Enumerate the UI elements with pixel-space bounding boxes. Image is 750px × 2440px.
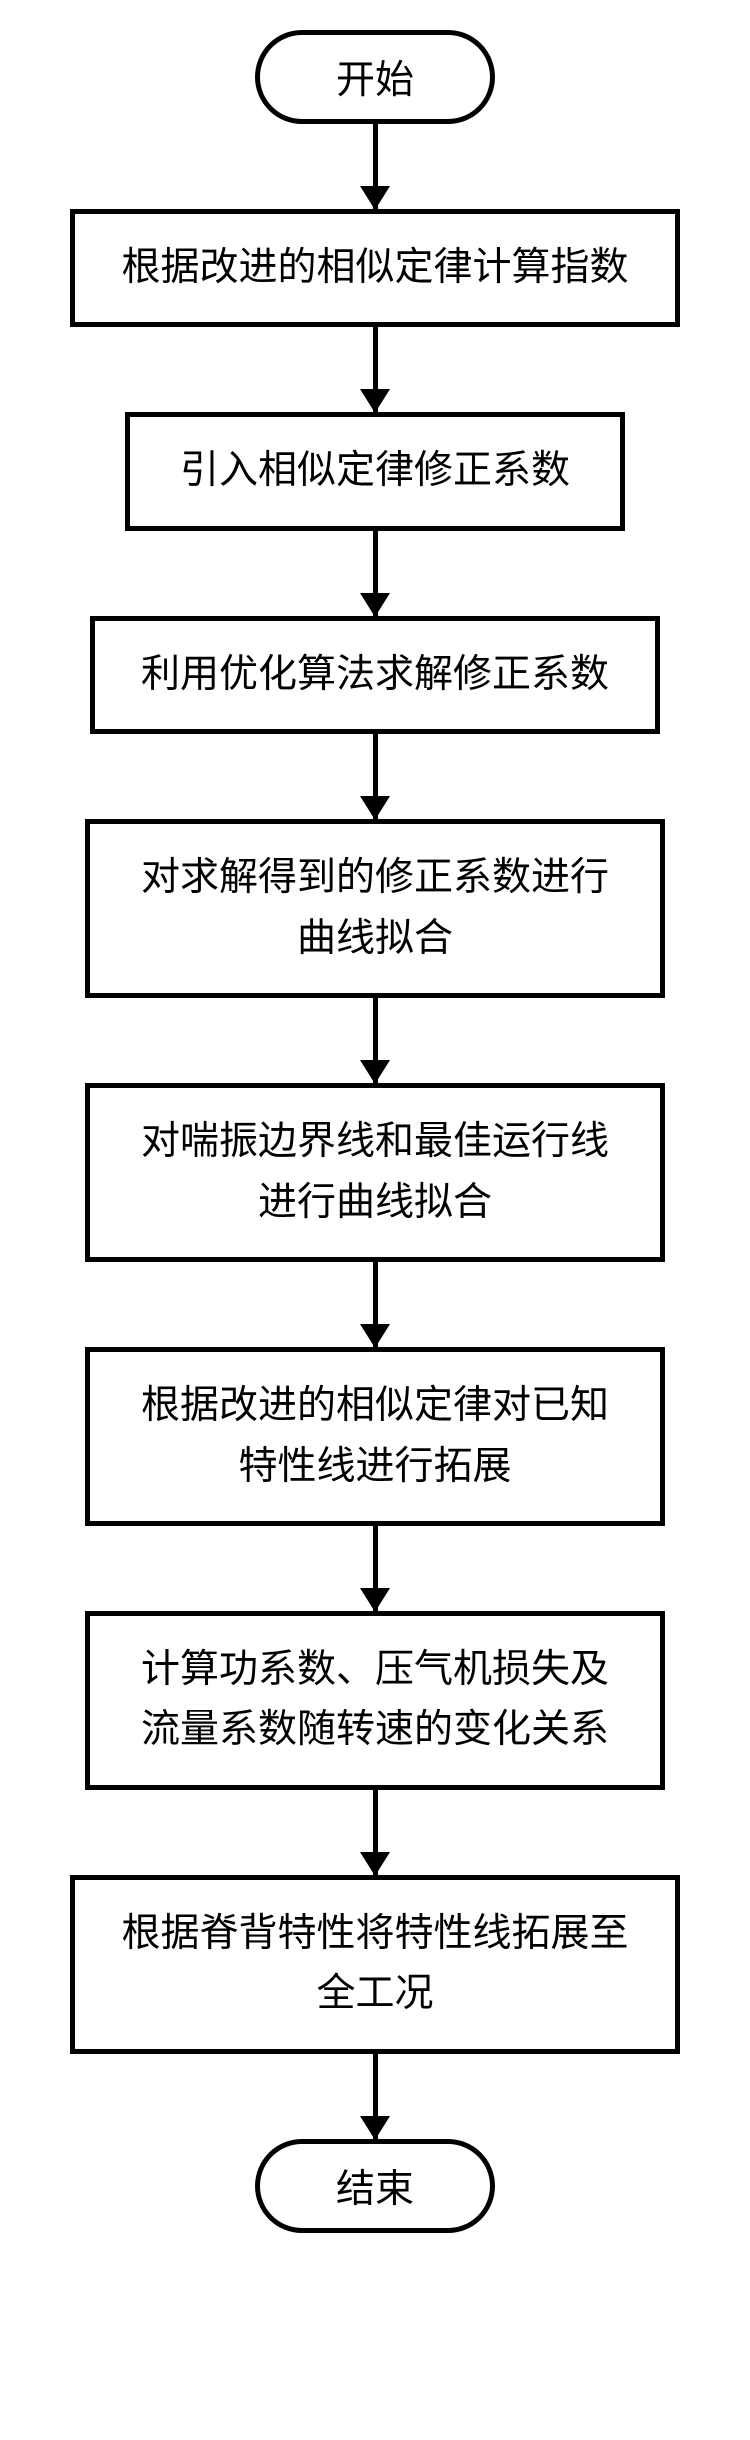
node-start: 开始 (255, 30, 495, 124)
arrow-p4-p5 (373, 998, 378, 1083)
arrow-p2-p3 (373, 531, 378, 616)
arrow-p1-p2 (373, 327, 378, 412)
node-p8: 根据脊背特性将特性线拓展至 全工况 (70, 1875, 680, 2054)
node-p1: 根据改进的相似定律计算指数 (70, 209, 680, 327)
arrow-p6-p7 (373, 1526, 378, 1611)
arrow-start-p1 (373, 124, 378, 209)
arrow-p8-end (373, 2054, 378, 2139)
arrow-p7-p8 (373, 1790, 378, 1875)
node-end: 结束 (255, 2139, 495, 2233)
node-p7: 计算功系数、压气机损失及 流量系数随转速的变化关系 (85, 1611, 665, 1790)
arrow-p5-p6 (373, 1262, 378, 1347)
node-p5: 对喘振边界线和最佳运行线 进行曲线拟合 (85, 1083, 665, 1262)
arrow-p3-p4 (373, 734, 378, 819)
node-p3: 利用优化算法求解修正系数 (90, 616, 660, 734)
flowchart-container: 开始根据改进的相似定律计算指数引入相似定律修正系数利用优化算法求解修正系数对求解… (0, 30, 750, 2233)
node-p6: 根据改进的相似定律对已知 特性线进行拓展 (85, 1347, 665, 1526)
node-p2: 引入相似定律修正系数 (125, 412, 625, 530)
node-p4: 对求解得到的修正系数进行 曲线拟合 (85, 819, 665, 998)
